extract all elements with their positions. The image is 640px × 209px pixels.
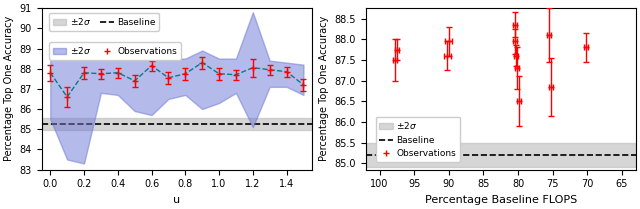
Y-axis label: Percentage Top One Accuracy: Percentage Top One Accuracy: [4, 16, 14, 162]
X-axis label: u: u: [173, 195, 180, 205]
Bar: [365, 144, 636, 167]
Y-axis label: Percentage Top One Accuracy: Percentage Top One Accuracy: [319, 16, 329, 162]
Bar: [42, 118, 312, 130]
Legend: $\pm 2\sigma$, Baseline, Observations: $\pm 2\sigma$, Baseline, Observations: [376, 117, 460, 162]
Legend: $\pm 2\sigma$, Observations: $\pm 2\sigma$, Observations: [49, 42, 180, 60]
X-axis label: Percentage Baseline FLOPS: Percentage Baseline FLOPS: [425, 195, 577, 205]
